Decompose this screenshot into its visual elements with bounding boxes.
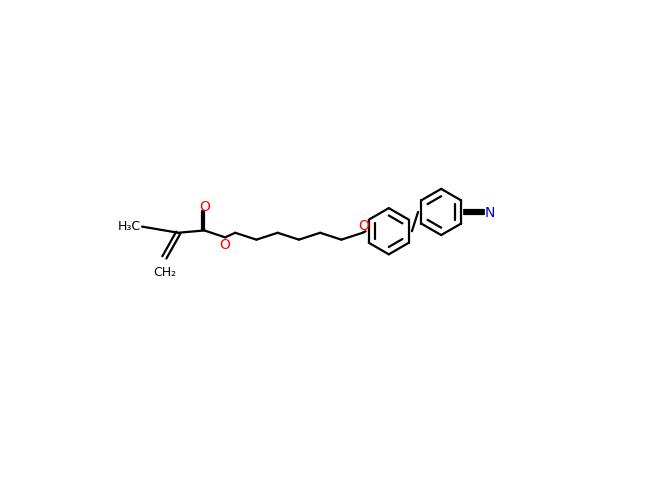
Text: CH₂: CH₂ [153,265,176,278]
Text: H₃C: H₃C [118,220,141,233]
Text: O: O [358,219,369,233]
Text: O: O [219,238,231,252]
Text: N: N [485,206,495,220]
Text: O: O [200,199,211,213]
